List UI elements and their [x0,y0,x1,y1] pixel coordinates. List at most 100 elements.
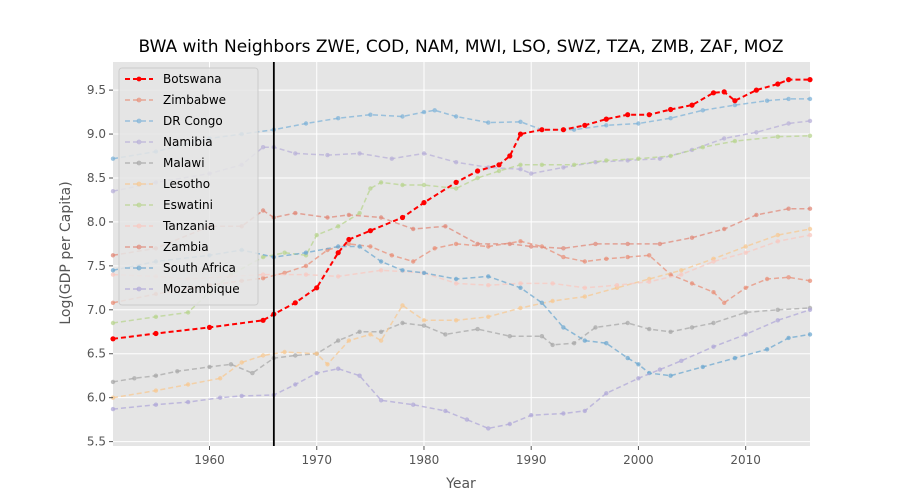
data-point [218,395,223,400]
data-point [336,366,341,371]
data-point [110,253,116,258]
legend-item-dr-congo: DR Congo [125,114,223,128]
data-point [711,290,716,295]
data-point [185,399,191,405]
data-point [453,241,459,247]
data-point [110,320,116,326]
data-point [625,112,631,118]
y-axis-label: Log(GDP per Capita) [58,181,74,324]
data-point [110,272,116,277]
legend-marker [136,286,142,292]
data-point [604,391,609,396]
legend-marker [136,244,142,250]
x-tick-label: 1990 [516,453,547,467]
legend-label: Tanzania [162,219,215,233]
data-point [421,182,427,188]
legend-marker [136,76,142,82]
data-point [764,347,770,352]
data-point [367,228,373,234]
data-point [110,156,116,161]
data-point [432,108,437,113]
data-point [314,285,320,291]
data-point [518,285,523,290]
data-point [539,127,545,133]
data-point [110,379,116,385]
data-point [721,89,727,95]
legend-label: Eswatini [163,198,213,212]
data-point [411,259,416,264]
legend-item-tanzania: Tanzania [125,219,215,233]
data-point [475,326,480,332]
data-point [711,259,716,264]
data-point [378,215,384,220]
data-point [260,317,266,323]
legend-item-malawi: Malawi [125,156,205,170]
data-point [110,336,116,342]
data-point [378,338,384,343]
x-tick-label: 2010 [730,453,761,467]
data-point [507,153,513,159]
data-point [453,179,459,185]
data-point [582,259,587,264]
series-line [112,307,811,383]
legend-marker [136,265,142,271]
data-point [700,364,705,370]
data-point [153,388,159,393]
data-point [593,241,598,247]
y-tick-label: 5.5 [87,435,106,449]
x-tick-label: 1970 [301,453,332,467]
data-point [421,200,427,206]
data-point [175,369,180,374]
data-point [636,362,641,367]
data-point [486,426,491,431]
data-point [260,353,266,358]
data-point [314,370,319,376]
data-point [807,77,813,83]
data-point [335,250,341,256]
data-point [400,303,405,308]
data-point [443,408,448,414]
data-point [421,323,427,328]
data-point [668,153,673,159]
data-point [357,373,362,378]
data-point [539,334,545,339]
data-point [250,370,255,376]
data-point [657,241,663,247]
data-point [293,151,298,156]
data-point [668,329,673,334]
legend-marker [136,202,142,208]
data-point [518,305,523,311]
data-point [475,241,480,247]
data-point [582,408,587,414]
data-point [486,314,491,319]
legend-item-lesotho: Lesotho [125,177,210,191]
data-point [647,279,652,284]
data-point [807,307,813,312]
legend-item-eswatini: Eswatini [125,198,213,212]
series-line [112,309,811,430]
data-point [807,133,813,138]
data-point [153,330,159,337]
data-point [260,254,266,260]
data-point [539,300,545,305]
x-tick-label: 1960 [194,453,225,467]
data-point [110,300,116,305]
legend-item-mozambique: Mozambique [125,282,240,296]
data-point [486,274,491,279]
data-point [722,300,727,305]
data-point [604,158,609,163]
data-point [282,250,287,255]
data-point [400,182,405,188]
data-point [561,325,566,330]
data-point [743,250,748,255]
legend-label: Malawi [163,156,205,170]
x-axis-label: Year [445,476,476,492]
data-point [625,320,630,326]
data-point [453,114,459,119]
data-point [496,162,502,168]
data-point [604,341,609,346]
data-point [711,344,716,349]
data-point [453,160,459,165]
data-point [518,162,523,167]
